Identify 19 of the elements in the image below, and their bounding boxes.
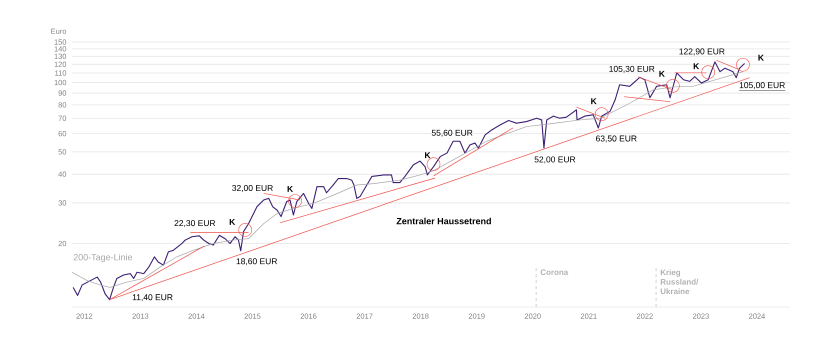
annotation: 52,00 EUR bbox=[534, 156, 576, 164]
annotation: 22,30 EUR bbox=[174, 220, 216, 228]
annotation: K bbox=[288, 186, 294, 192]
annotation: 18,60 EUR bbox=[236, 258, 278, 266]
annotation: 55,60 EUR bbox=[432, 130, 472, 137]
annotation: 105,30 EUR bbox=[609, 66, 654, 73]
annotation: 63,50 EUR bbox=[596, 135, 637, 142]
annotation: 32,00 EUR bbox=[232, 185, 273, 192]
annotation: K bbox=[230, 219, 236, 225]
series-label: Zentraler Haussetrend bbox=[396, 218, 491, 224]
annotation: 122,90 EUR bbox=[679, 48, 725, 56]
annotation: K bbox=[591, 98, 597, 104]
annotation: K bbox=[758, 54, 764, 61]
annotation: K bbox=[659, 70, 665, 77]
annotation: 11,40 EUR bbox=[132, 294, 173, 302]
series-label: 200-Tage-Linie bbox=[74, 254, 132, 262]
annotation: K bbox=[694, 63, 700, 70]
annotation: K bbox=[425, 152, 430, 158]
annotation: 105,00 EUR bbox=[740, 82, 785, 90]
